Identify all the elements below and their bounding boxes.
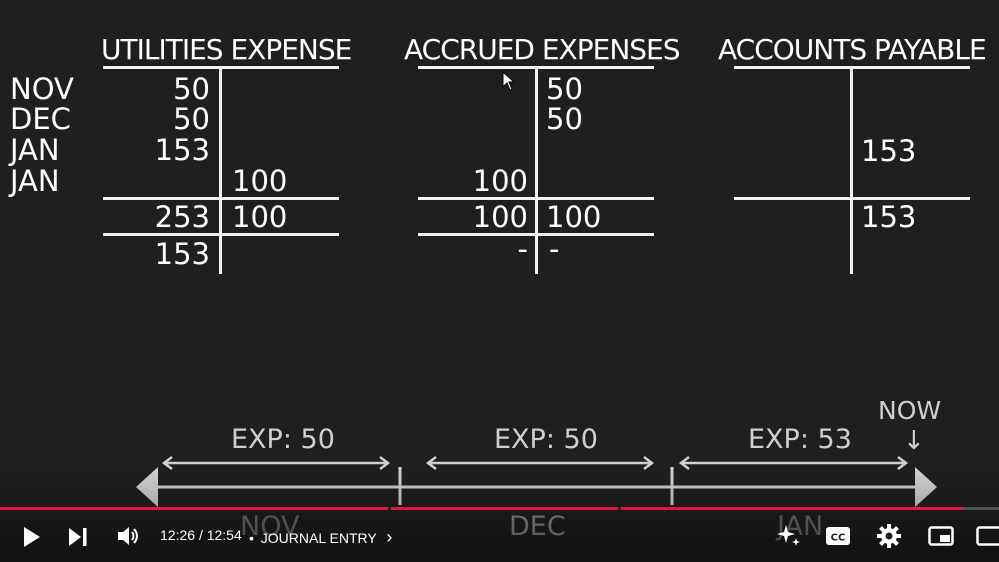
credit-entry: 50 xyxy=(546,102,583,136)
chapter-marker xyxy=(618,506,621,511)
debit-entry: 153 xyxy=(154,133,210,167)
account-title-utilities-expense: UTILITIES EXPENSE xyxy=(101,33,352,66)
debit-total: 253 xyxy=(154,200,210,234)
credit-entry: 50 xyxy=(546,72,583,106)
current-time: 12:26 xyxy=(160,527,196,543)
next-icon[interactable] xyxy=(67,527,89,547)
timeline-month-label: NOV xyxy=(240,511,299,542)
debit-balance: - xyxy=(517,232,528,266)
credit-total: 153 xyxy=(861,200,917,234)
month-label-jan-2: JAN xyxy=(10,164,60,198)
controls-gradient xyxy=(0,470,999,562)
gear-icon[interactable] xyxy=(877,524,901,548)
account-title-accounts-payable: ACCOUNTS PAYABLE xyxy=(718,33,987,66)
volume-icon[interactable] xyxy=(116,525,142,547)
period-expense-label: EXP: 53 xyxy=(748,424,852,455)
credit-balance: - xyxy=(549,232,560,266)
chapter-marker xyxy=(388,506,391,511)
miniplayer-icon[interactable] xyxy=(928,526,954,546)
progress-bar-played[interactable] xyxy=(0,507,963,510)
duration: 12:54 xyxy=(206,527,242,543)
chevron-right-icon: › xyxy=(386,527,393,547)
month-label-dec: DEC xyxy=(10,102,71,136)
chapter-bullet: • xyxy=(249,530,254,546)
captions-icon[interactable]: CC xyxy=(825,526,851,546)
t-account-divider xyxy=(535,66,538,274)
debit-entry: 50 xyxy=(173,72,210,106)
balance-line xyxy=(103,233,339,236)
sparkle-icon[interactable] xyxy=(776,523,802,549)
t-account-divider xyxy=(850,66,853,274)
credit-entry: 153 xyxy=(861,134,917,168)
time-separator: / xyxy=(198,527,203,543)
credit-total: 100 xyxy=(546,200,602,234)
mouse-cursor-icon xyxy=(502,71,514,91)
svg-text:CC: CC xyxy=(831,533,846,544)
now-label: NOW xyxy=(878,396,942,425)
total-line xyxy=(418,197,654,200)
month-label-jan: JAN xyxy=(10,133,60,167)
month-label-nov: NOV xyxy=(10,72,74,106)
debit-total: 100 xyxy=(472,200,528,234)
play-icon[interactable] xyxy=(22,526,42,548)
total-line xyxy=(103,197,339,200)
balance-line xyxy=(418,233,654,236)
debit-entry: 50 xyxy=(173,102,210,136)
debit-balance: 153 xyxy=(154,237,210,271)
timeline-month-label: DEC xyxy=(509,511,566,542)
t-account-divider xyxy=(219,66,222,274)
now-arrow-icon: ↓ xyxy=(903,426,925,456)
total-line xyxy=(734,197,970,200)
credit-total: 100 xyxy=(232,200,288,234)
chapter-title: JOURNAL ENTRY xyxy=(260,530,377,546)
account-title-accrued-expenses: ACCRUED EXPENSES xyxy=(404,33,680,66)
period-expense-label: EXP: 50 xyxy=(231,424,335,455)
credit-entry: 100 xyxy=(232,164,288,198)
debit-entry: 100 xyxy=(472,164,528,198)
period-expense-label: EXP: 50 xyxy=(494,424,598,455)
time-display: 12:26 / 12:54 xyxy=(160,527,242,543)
chapter-button[interactable]: • JOURNAL ENTRY › xyxy=(249,527,392,548)
theater-icon[interactable] xyxy=(976,526,999,546)
